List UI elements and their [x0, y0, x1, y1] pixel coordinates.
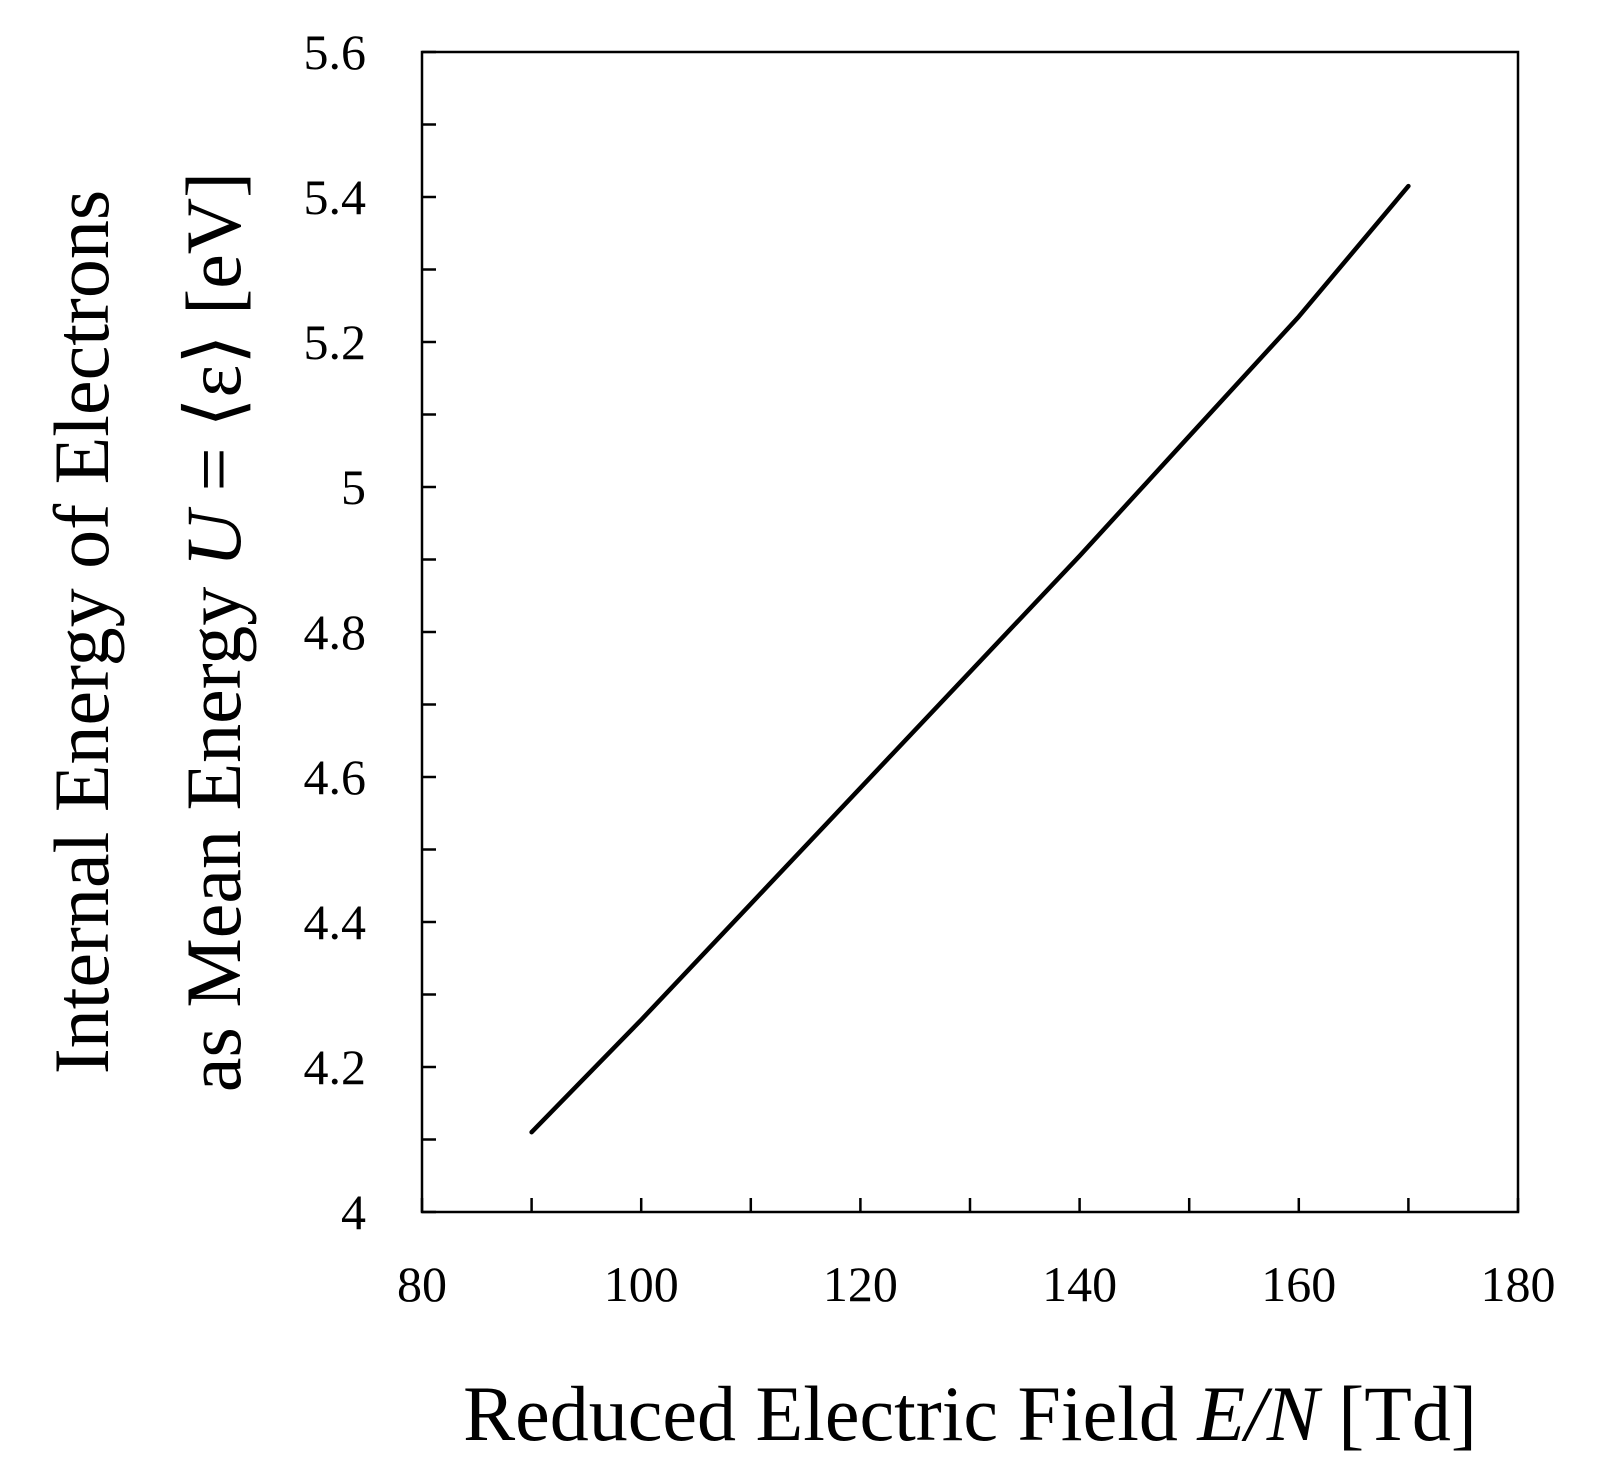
x-axis-title-unit: [Td] — [1319, 1370, 1477, 1457]
x-axis-title-prefix: Reduced Electric Field — [463, 1370, 1197, 1457]
y-axis-title-line-1: Internal Energy of Electrons — [38, 190, 125, 1074]
y-axis-ticks: 4 4.2 4.4 4.6 4.8 5 5.2 5.4 5.6 — [304, 24, 436, 1240]
y-tick-label: 4 — [341, 1184, 366, 1240]
x-tick-label: 180 — [1481, 1256, 1556, 1312]
x-tick-label: 80 — [397, 1256, 447, 1312]
series-layer — [529, 183, 1411, 1135]
y-tick-label: 5.2 — [304, 314, 367, 370]
series-line — [529, 183, 1411, 1135]
y-tick-label: 5.4 — [304, 169, 367, 225]
y-tick-label: 4.8 — [304, 604, 367, 660]
x-axis-title: Reduced Electric Field E/N [Td] — [463, 1370, 1477, 1457]
x-tick-label: 160 — [1261, 1256, 1336, 1312]
x-tick-label: 120 — [823, 1256, 898, 1312]
y-axis-title-line-2-suffix: = ⟨ε⟩ [eV] — [170, 172, 257, 511]
x-tick-label: 140 — [1042, 1256, 1117, 1312]
y-axis-title-line-2: as Mean Energy U = ⟨ε⟩ [eV] — [170, 172, 257, 1092]
y-tick-label: 4.4 — [304, 894, 367, 950]
y-tick-label: 4.2 — [304, 1039, 367, 1095]
y-axis-title-symbol: U — [170, 506, 257, 567]
x-axis-ticks: 80 100 120 140 160 180 — [397, 1198, 1556, 1312]
plot-area-frame — [420, 50, 1520, 1214]
x-axis-title-symbol: E/N — [1196, 1370, 1322, 1457]
x-tick-label: 100 — [604, 1256, 679, 1312]
y-axis-title-line-2-prefix: as Mean Energy — [170, 567, 257, 1092]
y-tick-label: 5.6 — [304, 24, 367, 80]
y-tick-label: 5 — [341, 459, 366, 515]
y-tick-label: 4.6 — [304, 749, 367, 805]
